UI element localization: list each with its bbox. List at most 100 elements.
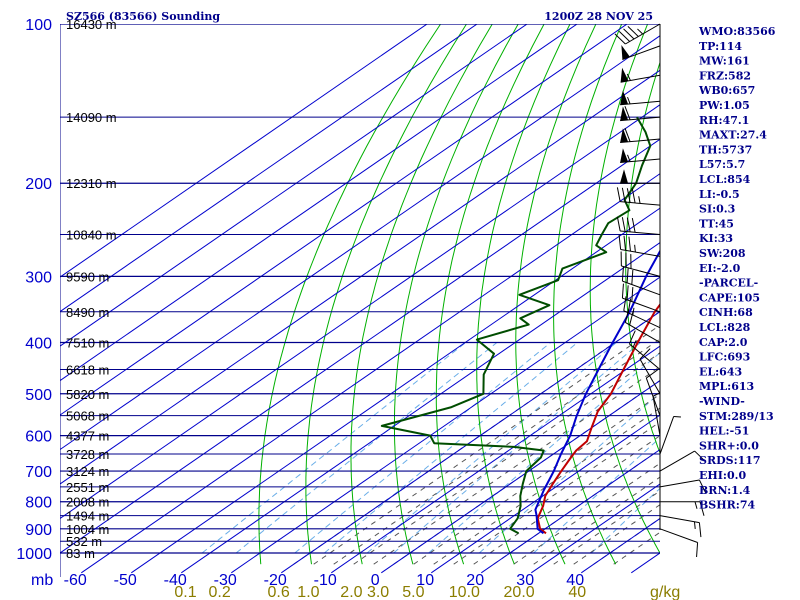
chart-title: SZ566 (83566) Sounding	[66, 10, 220, 23]
sounding-index: BSHR:74	[699, 499, 755, 512]
isotherm	[60, 24, 528, 347]
wind-barb	[659, 479, 707, 494]
mixing-ratio-label: 20.0	[504, 584, 535, 600]
dry-adiabat	[305, 24, 467, 565]
sounding-index: SRDS:117	[699, 454, 761, 467]
sounding-index: WMO:83566	[698, 25, 776, 38]
isotherm	[331, 345, 660, 574]
mixing-ratio-label: 0.6	[268, 584, 290, 600]
wind-barb	[616, 187, 661, 206]
wind-barb	[624, 308, 661, 343]
temperature-tick-label: 30	[516, 572, 534, 589]
height-label: 10840 m	[66, 228, 117, 243]
sounding-index: RH:47.1	[699, 114, 749, 127]
wind-barb	[660, 501, 705, 516]
sounding-index: L57:5.7	[699, 158, 745, 171]
height-label: 5820 m	[66, 387, 109, 402]
height-label: 6618 m	[66, 363, 109, 378]
temperature-tick-label: -40	[164, 572, 187, 589]
pressure-tick-label: 100	[25, 17, 52, 34]
sounding-index: WB0:657	[698, 84, 755, 97]
isotherm	[381, 379, 660, 574]
pressure-tick-label: 500	[25, 387, 52, 404]
sounding-index: EI:-2.0	[699, 262, 741, 275]
sounding-index: FRZ:582	[699, 69, 751, 82]
mixing-ratio-label: 2.0	[340, 584, 362, 600]
temperature-tick-label: -50	[114, 572, 137, 589]
wind-barb	[659, 450, 706, 472]
dry-adiabat	[435, 24, 545, 565]
sounding-index: EL:643	[699, 365, 742, 378]
mixing-ratio-label: 5.0	[402, 584, 424, 600]
wind-barb	[659, 528, 699, 558]
temperature-tick-label: 0	[371, 572, 380, 589]
wind-barb	[614, 23, 661, 45]
isotherm	[60, 24, 478, 313]
height-label: 1494 m	[66, 509, 109, 524]
sounding-index: SI:0.3	[699, 203, 735, 216]
isotherm	[131, 207, 660, 574]
pressure-tick-label: 600	[25, 429, 52, 446]
isotherm	[431, 414, 660, 574]
sounding-index: SHR+:0.0	[699, 439, 759, 452]
temperature-tick-label: -60	[64, 572, 87, 589]
wind-barb	[621, 45, 661, 61]
wind-barb	[620, 148, 661, 164]
height-label: 12310 m	[66, 176, 117, 191]
isotherm	[281, 311, 660, 574]
sounding-index: TP:114	[699, 40, 742, 53]
pressure-tick-label: 200	[25, 176, 52, 193]
sounding-index: -PARCEL-	[699, 277, 758, 290]
temperature-tick-label: -10	[314, 572, 337, 589]
height-label: 83 m	[66, 546, 95, 561]
mixing-ratio-label: 40	[568, 584, 586, 600]
wind-barb	[628, 330, 661, 370]
height-label: 7510 m	[66, 335, 109, 350]
temperature-tick-label: -30	[214, 572, 237, 589]
wind-barb	[620, 105, 661, 122]
wind-barb	[621, 283, 661, 313]
temperature-tick-label: 40	[566, 572, 584, 589]
isotherm	[60, 24, 628, 416]
dry-adiabat	[625, 61, 660, 455]
dry-adiabat	[515, 24, 597, 565]
height-label: 4377 m	[66, 429, 109, 444]
sounding-index: HEL:-51	[699, 425, 749, 438]
wind-barb	[620, 251, 661, 277]
pressure-tick-label: 400	[25, 335, 52, 352]
dry-adiabat	[258, 24, 442, 565]
isotherm	[60, 138, 660, 554]
wind-barb	[620, 67, 661, 83]
wind-barb	[621, 266, 661, 296]
mixing-ratio-label: 3.0	[367, 584, 389, 600]
mixing-ratio-label: 0.2	[208, 584, 230, 600]
parcel-trace	[534, 249, 660, 535]
sounding-index: MW:161	[699, 55, 750, 68]
height-label: 3124 m	[66, 464, 109, 479]
mixing-ratio-label: 1.0	[297, 584, 319, 600]
wind-barb	[618, 234, 661, 257]
wind-barb	[616, 216, 661, 236]
height-label: 532 m	[66, 534, 102, 549]
wind-barb	[620, 169, 660, 184]
height-label: 8490 m	[66, 305, 109, 320]
sounding-index: KI:33	[699, 232, 733, 245]
isotherm	[60, 24, 428, 278]
height-label: 5068 m	[66, 409, 109, 424]
mixing-ratio-label: 10.0	[449, 584, 480, 600]
background-grid	[60, 24, 660, 577]
sounding-index: TH:5737	[699, 143, 752, 156]
isotherm	[481, 448, 660, 574]
isotherm	[181, 242, 660, 574]
height-label: 14090 m	[66, 110, 117, 125]
height-label: 2008 m	[66, 495, 109, 510]
sounding-index: EHI:0.0	[699, 469, 746, 482]
sounding-index: LI:-0.5	[699, 188, 740, 201]
temperature-tick-label: 10	[416, 572, 434, 589]
pressure-tick-label: 800	[25, 495, 52, 512]
pressure-tick-label: 1000	[16, 546, 52, 563]
sounding-traces	[380, 116, 660, 535]
